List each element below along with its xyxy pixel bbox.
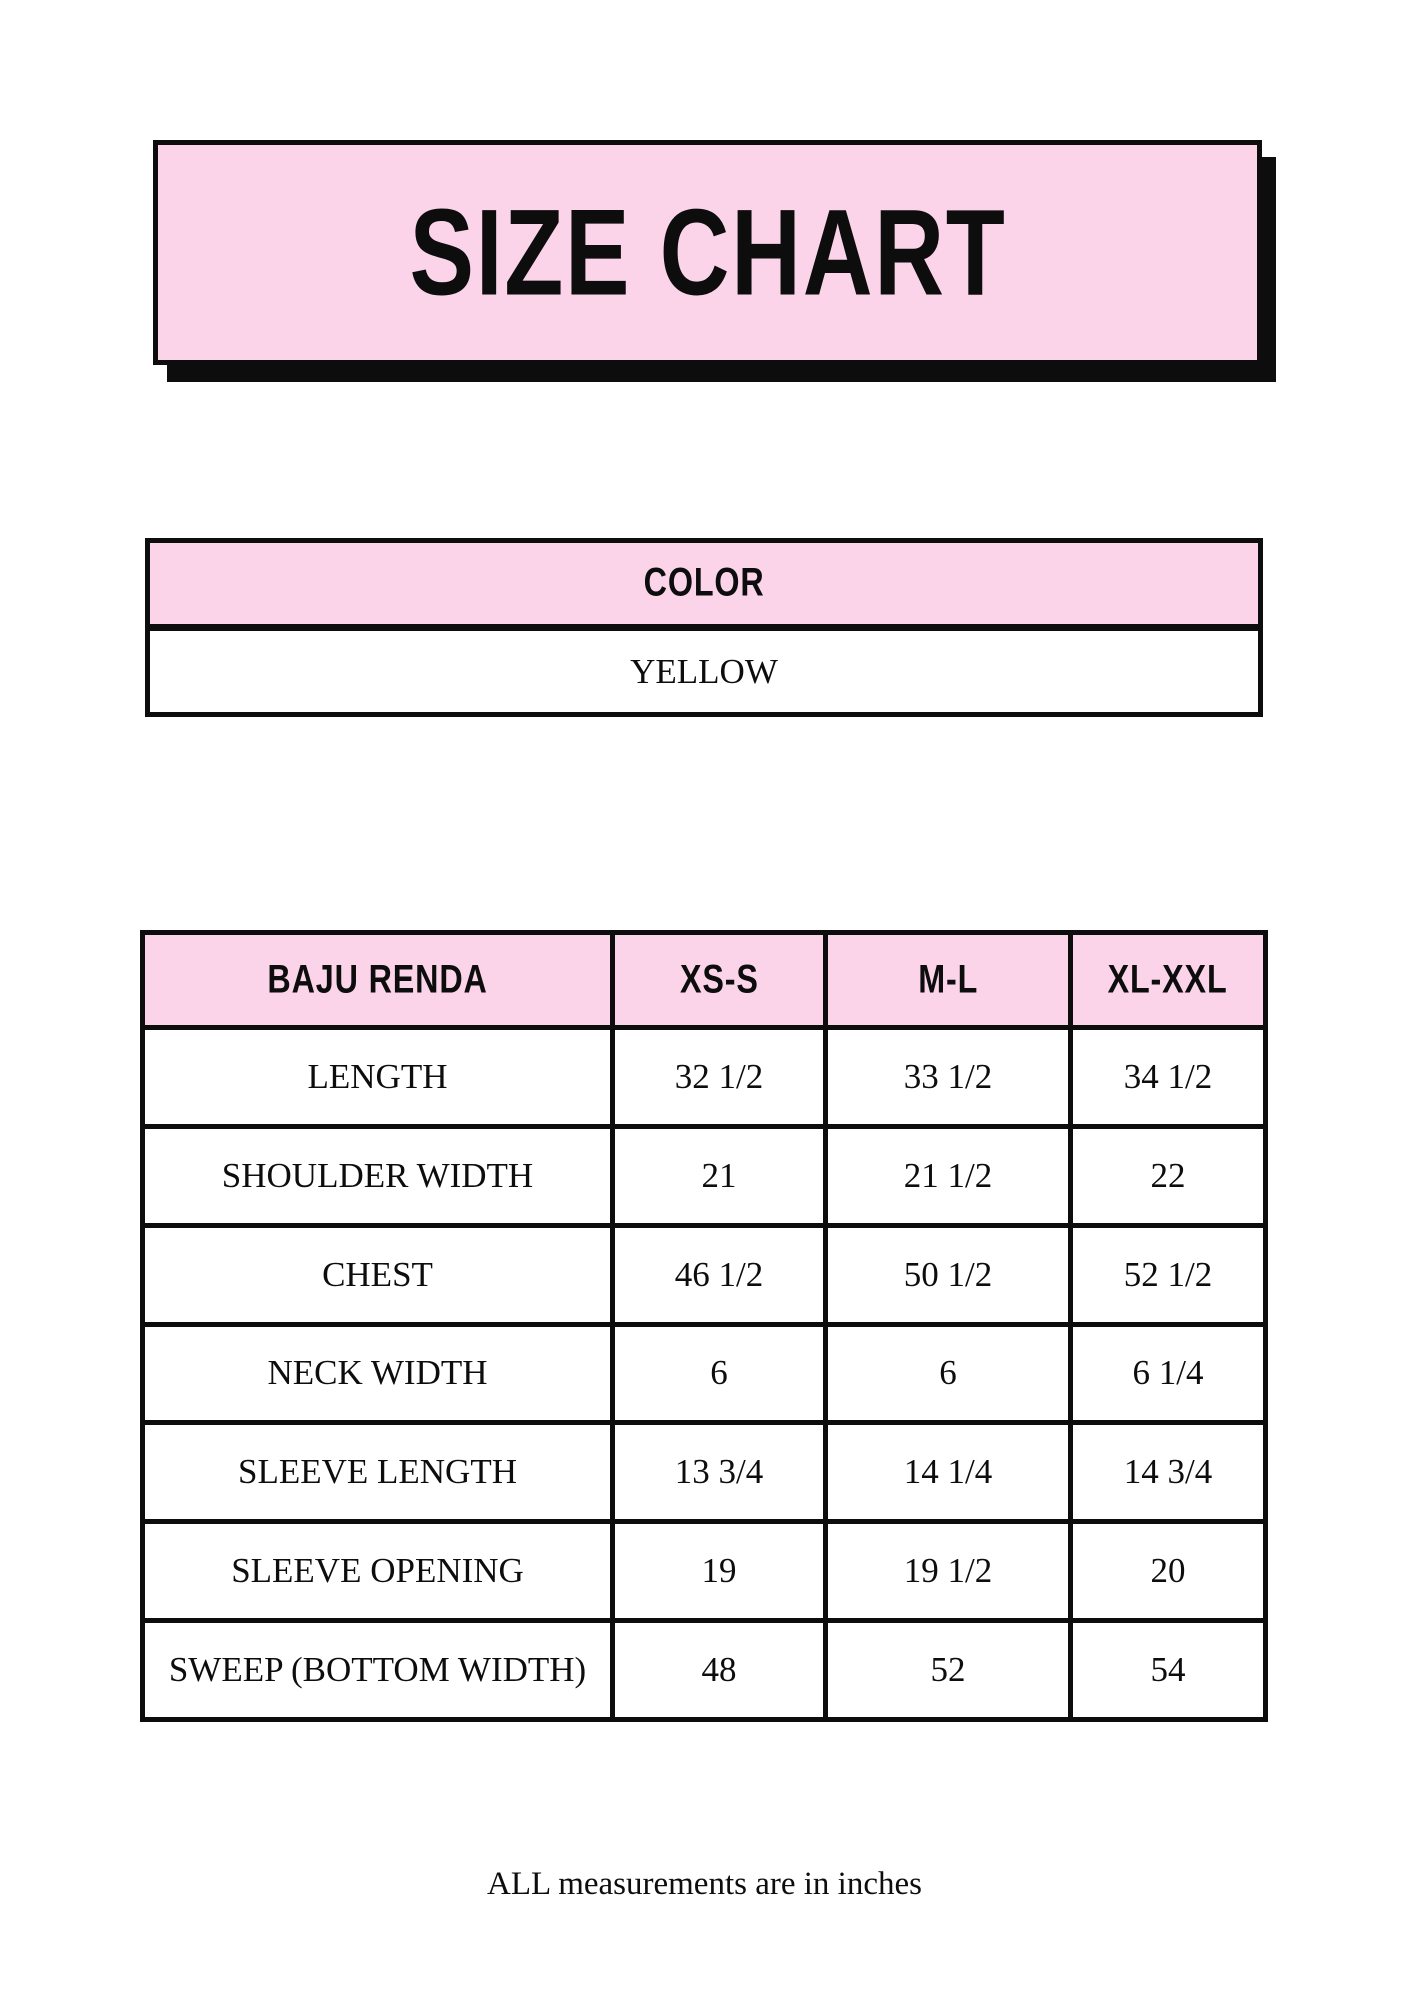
table-cell: 32 1/2 (615, 1030, 823, 1124)
measurement-value: 33 1/2 (903, 1056, 993, 1096)
measurement-label: SLEEVE LENGTH (238, 1452, 517, 1492)
table-cell: 20 (1073, 1524, 1263, 1619)
column-header-label: XL-XXL (1108, 957, 1228, 1002)
measurement-value: 54 (1150, 1650, 1186, 1690)
table-row-label: NECK WIDTH (145, 1326, 610, 1421)
measurement-value: 13 3/4 (674, 1452, 764, 1492)
page-title: SIZE CHART (409, 183, 1006, 322)
size-table-header-xl-xxl: XL-XXL (1073, 935, 1263, 1025)
measurement-value: 6 (939, 1353, 957, 1393)
measurement-label: LENGTH (307, 1056, 448, 1096)
table-row-label: SWEEP (BOTTOM WIDTH) (145, 1623, 610, 1717)
measurement-value: 19 1/2 (903, 1551, 993, 1591)
table-cell: 33 1/2 (828, 1030, 1068, 1124)
table-cell: 14 3/4 (1073, 1425, 1263, 1520)
measurement-value: 14 1/4 (903, 1452, 993, 1492)
measurement-value: 50 1/2 (903, 1254, 993, 1294)
table-cell: 52 (828, 1623, 1068, 1717)
size-table-header-m-l: M-L (828, 935, 1068, 1025)
measurement-label: SHOULDER WIDTH (221, 1155, 534, 1195)
table-cell: 22 (1073, 1128, 1263, 1223)
table-cell: 19 1/2 (828, 1524, 1068, 1619)
table-cell: 46 1/2 (615, 1227, 823, 1322)
size-table-header-xs-s: XS-S (615, 935, 823, 1025)
table-cell: 34 1/2 (1073, 1030, 1263, 1124)
color-table-header-cell: COLOR (150, 543, 1258, 624)
size-table: BAJU RENDA XS-S M-L XL-XXL LENGTH 32 1/2… (140, 930, 1268, 1722)
measurement-value: 34 1/2 (1123, 1056, 1213, 1096)
measurement-value: 6 1/4 (1132, 1353, 1204, 1393)
table-cell: 13 3/4 (615, 1425, 823, 1520)
measurement-value: 52 (930, 1650, 966, 1690)
measurement-value: 21 1/2 (903, 1155, 993, 1195)
table-cell: 6 1/4 (1073, 1326, 1263, 1421)
table-cell: 21 (615, 1128, 823, 1223)
color-value: YELLOW (630, 651, 778, 691)
measurement-value: 22 (1150, 1155, 1186, 1195)
table-cell: 6 (615, 1326, 823, 1421)
measurement-value: 48 (701, 1650, 737, 1690)
measurement-label: NECK WIDTH (267, 1353, 488, 1393)
measurement-value: 19 (701, 1551, 737, 1591)
table-cell: 19 (615, 1524, 823, 1619)
measurement-value: 20 (1150, 1551, 1186, 1591)
color-table: COLOR YELLOW (145, 538, 1263, 717)
table-cell: 14 1/4 (828, 1425, 1068, 1520)
measurement-value: 21 (701, 1155, 737, 1195)
title-banner: SIZE CHART (153, 140, 1262, 365)
table-cell: 52 1/2 (1073, 1227, 1263, 1322)
color-table-value-cell: YELLOW (150, 631, 1258, 712)
measurement-value: 46 1/2 (674, 1254, 764, 1294)
column-header-label: M-L (918, 957, 978, 1002)
table-cell: 21 1/2 (828, 1128, 1068, 1223)
measurement-value: 6 (710, 1353, 728, 1393)
table-row-label: SLEEVE LENGTH (145, 1425, 610, 1520)
measurement-label: CHEST (322, 1254, 433, 1294)
table-row-label: LENGTH (145, 1030, 610, 1124)
measurement-value: 32 1/2 (674, 1056, 764, 1096)
table-cell: 6 (828, 1326, 1068, 1421)
table-row-label: CHEST (145, 1227, 610, 1322)
column-header-label: BAJU RENDA (267, 957, 488, 1002)
table-row-label: SLEEVE OPENING (145, 1524, 610, 1619)
table-row-label: SHOULDER WIDTH (145, 1128, 610, 1223)
measurement-label: SLEEVE OPENING (231, 1551, 524, 1591)
measurement-label: SWEEP (BOTTOM WIDTH) (168, 1650, 587, 1690)
table-cell: 50 1/2 (828, 1227, 1068, 1322)
color-table-header-label: COLOR (643, 560, 765, 606)
measurement-value: 52 1/2 (1123, 1254, 1213, 1294)
table-cell: 48 (615, 1623, 823, 1717)
measurement-value: 14 3/4 (1123, 1452, 1213, 1492)
table-cell: 54 (1073, 1623, 1263, 1717)
measurement-note: ALL measurements are in inches (487, 1866, 922, 1902)
column-header-label: XS-S (679, 957, 759, 1002)
size-table-header-product: BAJU RENDA (145, 935, 610, 1025)
